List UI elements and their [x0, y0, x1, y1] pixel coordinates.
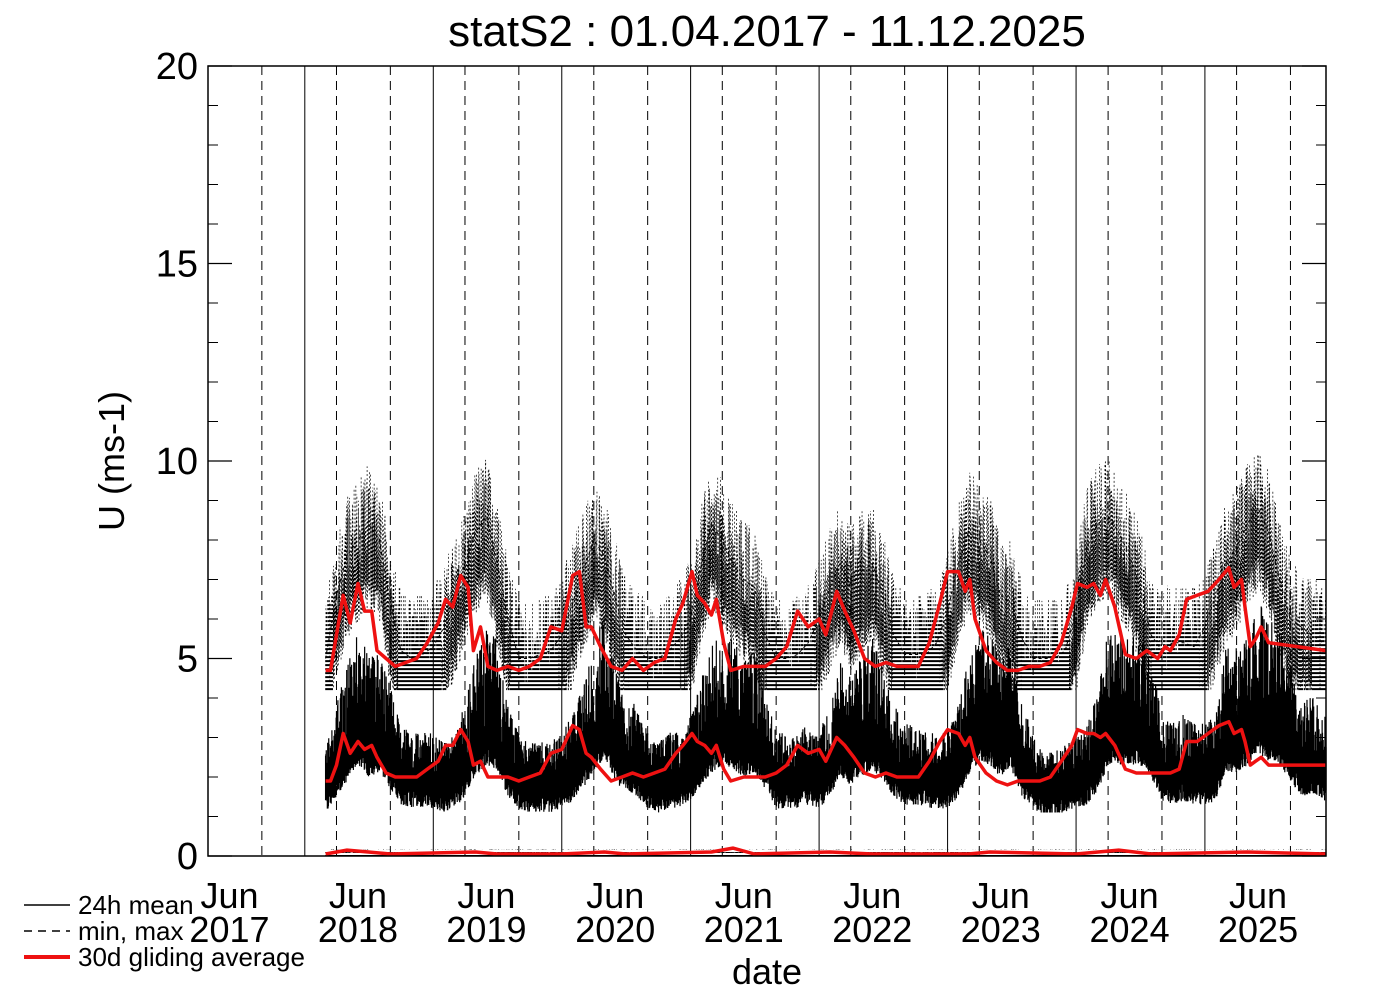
y-axis-label: U (ms-1) — [91, 391, 132, 531]
series-line-4 — [325, 846, 1327, 856]
legend-label-average: 30d gliding average — [78, 942, 305, 972]
y-tick-label: 20 — [156, 46, 198, 88]
series-line-0 — [325, 721, 1323, 786]
legend-label-minmax: min, max — [78, 916, 183, 946]
chart-title: statS2 : 01.04.2017 - 11.12.2025 — [448, 7, 1086, 56]
series-mean-spikes — [324, 606, 1327, 813]
x-tick-label-year: 2018 — [318, 909, 398, 950]
x-tick-label-year: 2023 — [961, 909, 1041, 950]
x-tick-label-year: 2020 — [575, 909, 655, 950]
grid-lines — [261, 66, 1291, 856]
x-tick-label-year: 2024 — [1090, 909, 1170, 950]
y-tick-label: 15 — [156, 244, 198, 286]
x-axis-label: date — [732, 951, 802, 992]
legend-label-mean: 24h mean — [78, 890, 194, 920]
y-tick-label: 10 — [156, 441, 198, 483]
x-tick-label-month: Jun — [715, 875, 773, 916]
x-tick-label-year: 2025 — [1218, 909, 1298, 950]
series-max-spikes — [325, 454, 1327, 691]
series-line-1 — [325, 507, 1323, 659]
x-tick-label-year: 2017 — [189, 909, 269, 950]
x-tick-label-year: 2022 — [832, 909, 912, 950]
legend: 24h mean min, max 30d gliding average — [24, 890, 305, 972]
series-line-2 — [325, 565, 1327, 673]
x-tick-label-month: Jun — [457, 875, 515, 916]
series-line-3 — [325, 719, 1326, 787]
y-axis: 0 5 10 15 20 — [156, 46, 1326, 878]
x-axis: Jun2017Jun2018Jun2019Jun2020Jun2021Jun20… — [189, 875, 1298, 950]
x-tick-label-month: Jun — [329, 875, 387, 916]
x-tick-label-year: 2021 — [704, 909, 784, 950]
y-tick-label: 5 — [177, 639, 198, 681]
data-series — [325, 507, 1327, 856]
x-tick-label-month: Jun — [1229, 875, 1287, 916]
x-tick-label-month: Jun — [843, 875, 901, 916]
x-tick-label-month: Jun — [1101, 875, 1159, 916]
y-tick-label: 0 — [177, 836, 198, 878]
x-tick-label-year: 2019 — [446, 909, 526, 950]
x-tick-label-month: Jun — [586, 875, 644, 916]
x-tick-label-month: Jun — [200, 875, 258, 916]
x-tick-label-month: Jun — [972, 875, 1030, 916]
